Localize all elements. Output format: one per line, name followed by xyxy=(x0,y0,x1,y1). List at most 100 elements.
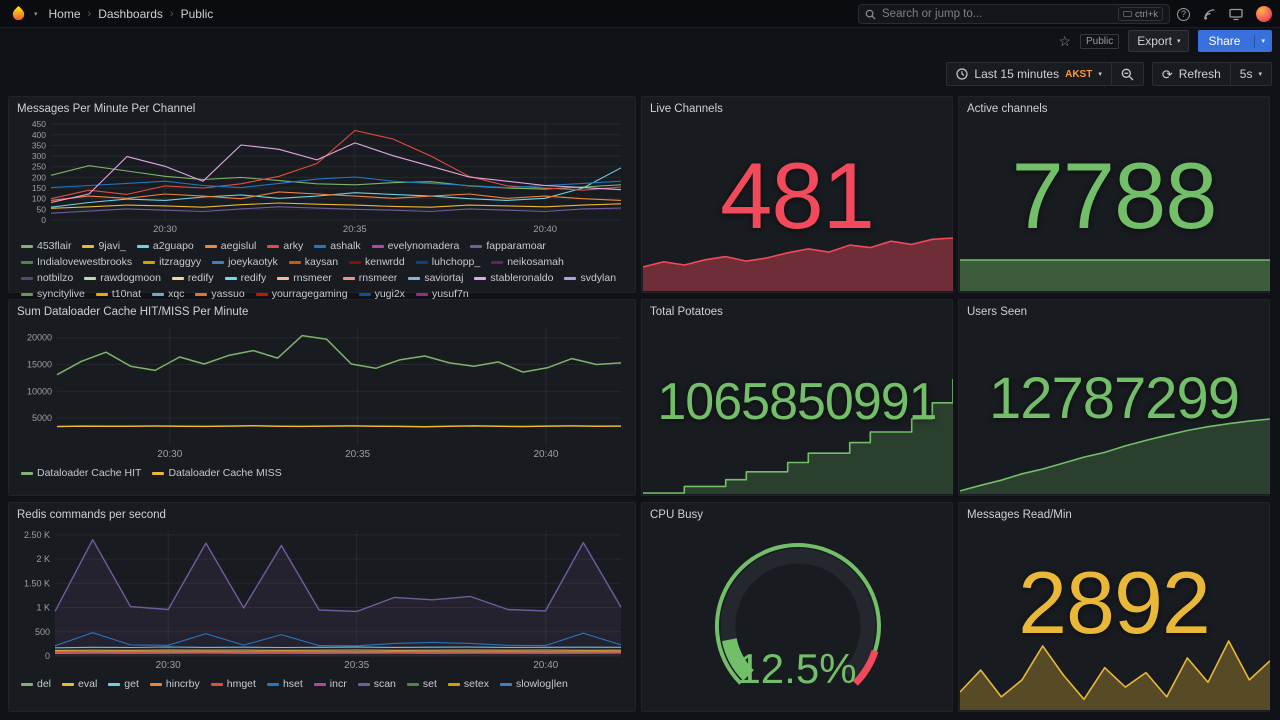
search-input[interactable]: Search or jump to... ctrl+k xyxy=(858,4,1170,24)
legend-item[interactable]: evelynomadera xyxy=(371,239,459,253)
legend-item[interactable]: yugi2x xyxy=(358,287,405,301)
breadcrumb-dashboards[interactable]: Dashboards xyxy=(98,6,163,21)
legend-item[interactable]: yourragegaming xyxy=(255,287,348,301)
refresh-interval-dropdown[interactable]: 5s ▾ xyxy=(1229,63,1271,85)
legend-item[interactable]: rnsmeer xyxy=(277,271,332,285)
star-icon[interactable]: ☆ xyxy=(1058,33,1071,49)
legend-item[interactable]: luhchopp_ xyxy=(415,255,480,269)
legend-item[interactable]: setex xyxy=(447,677,489,691)
legend-label: Dataloader Cache MISS xyxy=(168,467,282,479)
panel-title[interactable]: Sum Dataloader Cache HIT/MISS Per Minute xyxy=(17,306,249,318)
legend-item[interactable]: get xyxy=(108,677,139,691)
live-channels-sparkline[interactable] xyxy=(643,235,953,291)
users-seen-sparkline[interactable] xyxy=(960,416,1270,494)
stat-value: 2892 xyxy=(1018,553,1211,652)
legend-item[interactable]: redify xyxy=(171,271,214,285)
legend-item[interactable]: hmget xyxy=(210,677,256,691)
export-button[interactable]: Export ▾ xyxy=(1128,30,1190,52)
legend-item[interactable]: del xyxy=(21,677,51,691)
breadcrumb-home[interactable]: Home xyxy=(48,6,81,21)
legend-item[interactable]: stableronaldo xyxy=(474,271,553,285)
refresh-button[interactable]: ⟳ Refresh xyxy=(1153,63,1230,85)
zoom-out-button[interactable] xyxy=(1110,63,1143,85)
legend-color-mark xyxy=(408,276,421,280)
help-icon[interactable]: ? xyxy=(1177,7,1190,21)
breadcrumb-current: Public xyxy=(180,6,214,21)
legend-item[interactable]: Dataloader Cache HIT xyxy=(21,466,141,480)
legend-item[interactable]: scan xyxy=(357,677,396,691)
svg-text:150: 150 xyxy=(32,183,46,193)
legend-item[interactable]: hincrby xyxy=(149,677,200,691)
legend-item[interactable]: fapparamoar xyxy=(470,239,546,253)
legend-item[interactable]: joeykaotyk xyxy=(212,255,278,269)
svg-text:2.50 K: 2.50 K xyxy=(24,530,50,540)
active-channels-sparkline[interactable] xyxy=(960,257,1270,291)
panel-title[interactable]: Messages Per Minute Per Channel xyxy=(17,103,196,115)
share-button[interactable]: Share ▾ xyxy=(1198,30,1272,52)
redis-commands-chart[interactable]: 20:30 20:35 20:40 0 500 1 K 1.50 K 2 K 2.50 K xyxy=(17,524,629,674)
legend-item[interactable]: aegislul xyxy=(204,239,256,253)
legend-item[interactable]: set xyxy=(406,677,437,691)
legend-item[interactable]: ashalk xyxy=(314,239,361,253)
legend-color-mark xyxy=(470,244,483,248)
panel-title[interactable]: Redis commands per second xyxy=(17,509,166,521)
legend-label: rawdogmoon xyxy=(100,272,161,284)
stat-value: 7788 xyxy=(1011,143,1217,248)
messages-per-minute-chart[interactable]: 20:30 20:35 20:40 0501001502002503003504004… xyxy=(17,118,629,236)
dashboard-tag[interactable]: Public xyxy=(1080,33,1120,49)
panel-title[interactable]: Total Potatoes xyxy=(650,306,723,318)
chart-legend: del eval get hincrby hmget hset incr scan set set… xyxy=(17,677,627,691)
panel-title[interactable]: CPU Busy xyxy=(650,509,704,521)
time-controls: Last 15 minutes AKST ▾ ⟳ Refresh 5s ▾ xyxy=(946,62,1272,86)
legend-item[interactable]: Dataloader Cache MISS xyxy=(152,466,282,480)
legend-item[interactable]: kaysan xyxy=(288,255,338,269)
legend-item[interactable]: incr xyxy=(313,677,347,691)
total-potatoes-sparkline[interactable] xyxy=(643,376,953,494)
panel-cpu-busy: CPU Busy 12.5% xyxy=(641,502,953,712)
legend-color-mark xyxy=(84,276,97,280)
legend-item[interactable]: t10nat xyxy=(95,287,141,301)
legend-item[interactable]: syncitylive xyxy=(21,287,85,301)
legend-item[interactable]: itzraggyy xyxy=(143,255,201,269)
legend-item[interactable]: yassuo xyxy=(195,287,245,301)
legend-item[interactable]: yusuf7n xyxy=(415,287,469,301)
legend-color-mark xyxy=(195,292,208,296)
legend-item[interactable]: 453flair xyxy=(21,239,71,253)
legend-item[interactable]: redify xyxy=(224,271,266,285)
svg-text:400: 400 xyxy=(32,130,46,140)
legend-item[interactable]: 9javi_ xyxy=(82,239,126,253)
svg-text:50: 50 xyxy=(37,204,47,214)
legend-label: fapparamoar xyxy=(486,240,546,252)
cpu-gauge[interactable] xyxy=(650,529,946,711)
legend-item[interactable]: eval xyxy=(62,677,97,691)
legend-item[interactable]: kenwrdd xyxy=(349,255,405,269)
panel-title[interactable]: Messages Read/Min xyxy=(967,509,1072,521)
legend-item[interactable]: Indialovewestbrooks xyxy=(21,255,132,269)
legend-item[interactable]: xqc xyxy=(152,287,184,301)
monitor-icon[interactable] xyxy=(1229,8,1243,21)
panel-title[interactable]: Live Channels xyxy=(650,103,723,115)
messages-read-sparkline[interactable] xyxy=(960,638,1270,710)
legend-item[interactable]: rawdogmoon xyxy=(84,271,161,285)
legend-item[interactable]: saviortaj xyxy=(408,271,463,285)
legend-item[interactable]: hset xyxy=(266,677,303,691)
rss-icon[interactable] xyxy=(1203,8,1216,21)
org-switcher-chevron-icon[interactable]: ▾ xyxy=(34,10,38,18)
legend-item[interactable]: rnsmeer xyxy=(342,271,397,285)
grafana-logo[interactable] xyxy=(10,5,27,22)
panel-title[interactable]: Active channels xyxy=(967,103,1048,115)
legend-item[interactable]: neikosamah xyxy=(491,255,564,269)
gauge-value: 12.5% xyxy=(737,645,857,692)
legend-item[interactable]: notbilzo xyxy=(21,271,73,285)
time-range-picker[interactable]: Last 15 minutes AKST ▾ xyxy=(947,63,1110,85)
legend-item[interactable]: svdylan xyxy=(564,271,616,285)
dataloader-cache-chart[interactable]: 20:30 20:35 20:40 5000 10000 15000 20000 xyxy=(17,321,629,463)
legend-item[interactable]: a2guapo xyxy=(136,239,194,253)
legend-item[interactable]: arky xyxy=(267,239,303,253)
legend-item[interactable]: slowlog|len xyxy=(500,677,568,691)
shortcut-label: ctrl+k xyxy=(1135,8,1158,20)
share-chevron-icon[interactable]: ▾ xyxy=(1254,34,1271,48)
legend-color-mark xyxy=(314,244,327,248)
user-avatar[interactable] xyxy=(1256,6,1272,22)
panel-title[interactable]: Users Seen xyxy=(967,306,1028,318)
